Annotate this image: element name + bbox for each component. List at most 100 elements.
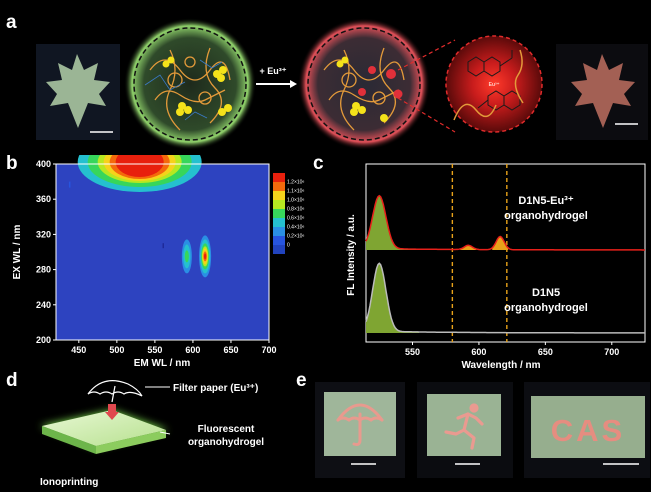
network-circle-green [124,18,256,150]
eu-peak-fill [492,236,509,250]
spectra-ylabel: FL Intensity / a.u. [346,214,357,296]
series-label-d1n5-line1: D1N5 [532,287,560,299]
eu-peak-fill [460,245,477,250]
maple-leaf-red [571,54,635,128]
gel-label-line2: organohydrogel [188,437,264,448]
colorbar-segment [273,200,285,209]
x-tick-label: 500 [109,345,124,355]
spectrum-fill [366,263,420,333]
leader-line [159,431,171,435]
colorbar: 1.2×10⁶ 1.1×10⁶ 1.0×10⁶ 0.8×10⁶ 0.6×10⁶ 0.4×1… [273,173,305,254]
dye-molecules [336,56,388,122]
colorbar-label: 0.4×10⁶ [287,225,305,231]
x-tick-label: 550 [147,345,162,355]
colorbar-segment [273,236,285,245]
crosslink-network [144,59,223,121]
heatmap-ylabel: EX WL / nm [12,224,23,279]
polymer-chain [453,103,497,121]
heatmap-noise [68,181,71,188]
stamp-down-arrow [105,404,119,420]
y-tick-label: 400 [36,159,51,169]
panel-e-photos: CAS [315,382,650,478]
x-tick-label: 450 [71,345,86,355]
polymer-chains [149,47,231,131]
heatmap-noise [162,243,164,249]
panel-label-d: d [6,370,18,391]
spectrum-fill [366,195,420,250]
filter-paper-label: Filter paper (Eu³⁺) [173,383,258,394]
maple-leaf-green [46,54,110,128]
reaction-arrowhead [290,80,297,88]
y-tick-label: 240 [36,300,51,310]
network-boundary [307,27,421,141]
colorbar-label: 0.8×10⁶ [287,207,305,213]
eu-ion-label: Eu³⁺ [489,82,500,88]
colorbar-label: 0 [287,243,290,249]
polymer-chains [323,47,405,131]
colorbar-segment [273,218,285,227]
panel-c-spectra: 550 600 650 700 Wavelength / nm FL Intensit… [346,163,646,371]
spectrum-line-d1n5 [365,262,645,334]
y-tick-label: 360 [36,194,51,204]
heatmap-contour [204,253,207,260]
colorbar-segment [273,209,285,218]
panel-d-ionoprinting: Filter paper (Eu³⁺) Fluorescent organohy… [40,380,264,488]
colorbar-segment [273,173,285,182]
gel-square [531,396,645,458]
heatmap-contour [115,155,164,177]
spectra-xlabel: Wavelength / nm [461,360,540,371]
ligand-structures [467,50,521,111]
gel-slab-side [42,426,96,454]
x-tick-label: 550 [405,347,420,357]
gel-slab-top [42,410,166,446]
polymer-chain [514,49,524,104]
gel-slab-front [96,430,166,454]
x-tick-label: 700 [261,345,276,355]
eu-complex-markers [358,66,403,99]
heatmap-xlabel: EM WL / nm [134,358,191,369]
panel-b-heatmap: 450 500 550 600 650 700 200 240 280 320 360 400 EM… [12,155,305,369]
x-tick-label: 600 [185,345,200,355]
spectrum-line-eu [365,194,645,251]
panel-label-b: b [6,153,18,174]
heatmap-background [56,164,269,340]
x-tick-label: 650 [223,345,238,355]
dye-molecules [162,56,232,116]
arrow-label: + Eu³⁺ [259,66,286,76]
spectra-frame [365,163,646,343]
printed-runner-icon [444,403,484,450]
panel-label-e: e [296,370,307,391]
network-boundary [133,27,247,141]
network-circle-red [298,18,430,150]
process-label: Ionoprinting [40,477,98,488]
x-tick-label: 650 [538,347,553,357]
panel-label-c: c [313,153,324,174]
heatmap-contour [184,250,189,263]
eu-complex-zoom [445,35,543,133]
x-tick-label: 600 [471,347,486,357]
umbrella-stamp-icon [87,380,143,403]
series-label-d1n5-line2: organohydrogel [504,302,588,314]
panel-label-a: a [6,12,17,33]
x-tick-label: 700 [604,347,619,357]
colorbar-label: 0.6×10⁶ [287,216,305,222]
zoom-line [397,39,456,71]
colorbar-segment [273,191,285,200]
y-tick-label: 280 [36,265,51,275]
colorbar-segment [273,245,285,254]
printed-umbrella-icon [336,403,384,446]
series-label-eu-line2: organohydrogel [504,210,588,222]
colorbar-label: 1.1×10⁶ [287,189,305,195]
colorbar-segment [273,182,285,191]
y-tick-label: 320 [36,229,51,239]
series-label-eu-line1: D1N5-Eu³⁺ [518,195,574,207]
colorbar-label: 1.2×10⁶ [287,180,305,186]
printed-letters: CAS [551,413,625,448]
colorbar-label: 0.2×10⁶ [287,234,305,240]
gel-label-line1: Fluorescent [198,424,255,435]
colorbar-segment [273,227,285,236]
colorbar-label: 1.0×10⁶ [287,198,305,204]
panel-a-schematic: + Eu³⁺ Eu³⁺ [36,18,648,150]
heatmap-frame [55,163,270,341]
